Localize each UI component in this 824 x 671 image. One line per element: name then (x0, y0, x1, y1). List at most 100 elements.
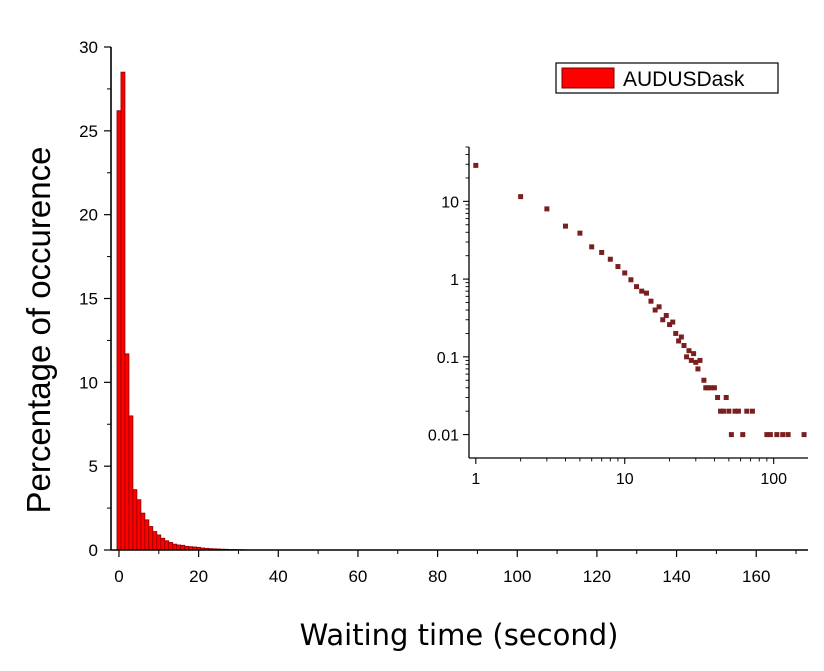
inset-point (644, 290, 650, 296)
inset-x-tick-label: 10 (616, 471, 634, 488)
bar (128, 415, 134, 551)
inset-x-tick-label: 1 (471, 471, 480, 488)
inset-point (735, 408, 741, 414)
bar (152, 531, 158, 551)
inset-y-tick-label: 0.1 (437, 350, 459, 367)
y-tick-label: 20 (79, 206, 98, 225)
x-tick-label: 140 (662, 567, 690, 586)
inset-point (667, 322, 673, 328)
y-tick-label: 15 (79, 290, 98, 309)
inset-point (780, 432, 786, 438)
inset-point (744, 408, 750, 414)
inset-point (695, 366, 701, 372)
inset-point (676, 338, 682, 344)
inset-point (607, 256, 613, 262)
inset-point (599, 249, 605, 255)
inset-point (622, 270, 628, 276)
inset-point (628, 277, 634, 283)
inset-point (639, 288, 645, 294)
inset-point (708, 385, 714, 391)
inset-point (767, 432, 773, 438)
inset-point (701, 377, 707, 383)
inset-x-tick-label: 100 (760, 471, 787, 488)
inset-point (670, 319, 676, 325)
inset-point (681, 342, 687, 348)
inset-point (715, 394, 721, 400)
bar (124, 353, 130, 551)
inset-point (562, 223, 568, 229)
inset-point (774, 432, 780, 438)
inset-y-tick-label: 1 (450, 272, 459, 289)
inset-point (720, 408, 726, 414)
bar (156, 534, 162, 551)
inset-point (684, 354, 690, 360)
bar (132, 489, 138, 551)
legend: AUDUSDask (555, 62, 779, 94)
y-axis-label: Percentage of occurence (20, 147, 57, 514)
inset-point (697, 357, 703, 363)
main-axes: 0 20 40 60 80 100 120 140 160 0 5 10 15 20 25 30 (79, 38, 808, 586)
inset-point (518, 194, 524, 200)
inset-y-tick-label: 0.01 (428, 428, 459, 445)
y-tick-label: 10 (79, 373, 98, 392)
x-tick-label: 80 (428, 567, 447, 586)
inset-point (686, 348, 692, 354)
inset-point (691, 351, 697, 357)
inset-point (589, 244, 595, 250)
x-tick-label: 20 (189, 567, 208, 586)
bar (120, 71, 126, 551)
inset-points (473, 162, 807, 438)
bar (116, 110, 122, 551)
inset-point (634, 284, 640, 290)
x-tick-label: 0 (114, 567, 123, 586)
bar (148, 526, 154, 551)
inset-point (663, 313, 669, 319)
inset-point (615, 264, 621, 270)
inset-point (801, 432, 807, 438)
inset-point (678, 334, 684, 340)
inset-point (732, 408, 738, 414)
bar (144, 519, 150, 551)
inset-point (544, 206, 550, 212)
legend-entry-label: AUDUSDask (623, 68, 745, 91)
inset-point (726, 408, 732, 414)
inset-point (723, 394, 729, 400)
x-tick-label: 40 (269, 567, 288, 586)
y-tick-label: 5 (89, 457, 98, 476)
y-tick-label: 30 (79, 38, 98, 57)
x-tick-label: 120 (583, 567, 611, 586)
inset-point (749, 408, 755, 414)
inset-point (577, 230, 583, 236)
inset-point (785, 432, 791, 438)
y-tick-label: 25 (79, 122, 98, 141)
inset-point (688, 357, 694, 363)
inset-point (711, 385, 717, 391)
x-axis-label: Waiting time (second) (300, 618, 619, 652)
inset-point (673, 330, 679, 336)
y-tick-label: 0 (89, 541, 98, 560)
inset-point (740, 432, 746, 438)
bar (140, 512, 146, 551)
bar (168, 542, 174, 551)
inset-point (718, 408, 724, 414)
inset-point (648, 298, 654, 304)
inset-point (693, 359, 699, 365)
inset-point (764, 432, 770, 438)
inset-axes: 1 10 100 0.01 0.1 1 10 (428, 146, 808, 488)
legend-swatch (561, 67, 615, 89)
inset-point (728, 432, 734, 438)
inset-point (660, 317, 666, 323)
x-tick-label: 160 (742, 567, 770, 586)
bar (136, 499, 142, 551)
inset-point (656, 304, 662, 310)
x-tick-label: 100 (503, 567, 531, 586)
bar (160, 537, 166, 551)
x-tick-label: 60 (348, 567, 367, 586)
inset-y-tick-label: 10 (441, 194, 459, 211)
inset-point (705, 385, 711, 391)
bar (164, 540, 170, 551)
inset-point (652, 307, 658, 313)
bar (172, 543, 178, 551)
inset-point (473, 162, 479, 168)
